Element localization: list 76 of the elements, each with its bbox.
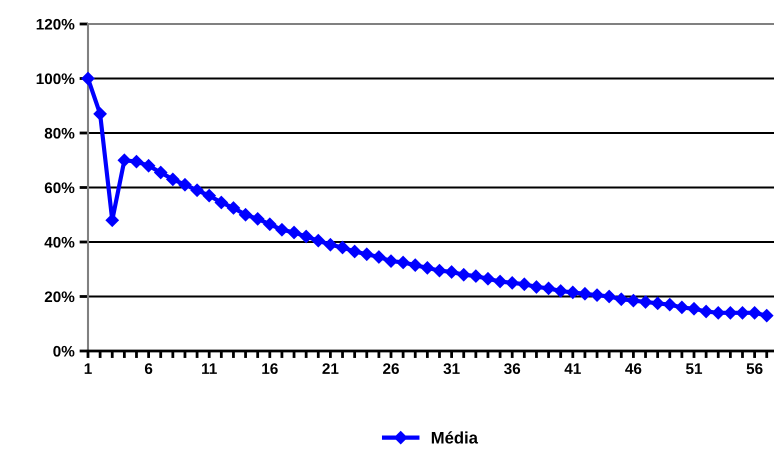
- y-tick-label: 60%: [44, 182, 74, 194]
- point: [675, 300, 688, 314]
- point: [130, 155, 144, 168]
- point: [614, 292, 628, 306]
- point: [736, 306, 750, 320]
- x-tick-label: 56: [746, 363, 763, 374]
- point: [602, 290, 616, 304]
- point: [396, 256, 410, 270]
- point: [154, 166, 168, 180]
- x-tick-label: 11: [202, 363, 217, 374]
- point: [214, 196, 228, 210]
- point: [178, 178, 192, 192]
- point: [238, 208, 252, 222]
- x-tick-label: 51: [686, 363, 702, 374]
- point: [312, 234, 325, 248]
- point: [712, 306, 725, 320]
- point: [445, 265, 458, 279]
- point: [142, 159, 156, 172]
- x-tick-label: 36: [504, 363, 520, 374]
- point: [651, 296, 664, 310]
- point: [663, 298, 676, 312]
- x-tick-label: 21: [322, 363, 338, 374]
- point: [481, 272, 495, 286]
- x-tick-label: 6: [144, 363, 152, 374]
- point: [554, 284, 568, 298]
- y-tick-label: 100%: [36, 73, 74, 84]
- point: [724, 306, 737, 320]
- x-tick-label: 1: [84, 363, 92, 374]
- point: [590, 288, 604, 302]
- x-tick-label: 46: [625, 363, 642, 374]
- point: [118, 154, 131, 167]
- point: [626, 294, 640, 308]
- point: [687, 302, 701, 316]
- point: [578, 287, 592, 300]
- point: [408, 258, 422, 272]
- legend-label: Média: [432, 431, 478, 444]
- point: [300, 230, 313, 244]
- point: [226, 201, 240, 215]
- point: [384, 254, 398, 268]
- point: [542, 282, 556, 295]
- point: [202, 189, 216, 202]
- x-tick-label: 16: [262, 363, 278, 374]
- point: [275, 223, 289, 236]
- point: [748, 306, 762, 320]
- point: [106, 214, 119, 227]
- y-tick-label: 120%: [36, 18, 74, 30]
- point: [324, 238, 337, 252]
- point: [638, 295, 652, 309]
- y-tick-label: 0%: [53, 346, 74, 357]
- point: [287, 226, 301, 240]
- point: [372, 250, 386, 264]
- point: [469, 269, 482, 283]
- point: [432, 264, 446, 278]
- y-tick-label: 80%: [44, 128, 74, 139]
- point: [190, 184, 204, 197]
- point: [263, 218, 276, 231]
- x-tick-label: 26: [383, 363, 399, 374]
- point: [348, 244, 362, 258]
- point: [420, 261, 434, 274]
- point: [166, 172, 180, 186]
- point: [566, 286, 580, 299]
- point: [760, 308, 774, 322]
- y-tick-label: 40%: [44, 236, 74, 248]
- point: [506, 276, 519, 290]
- point: [336, 240, 350, 254]
- point: [493, 274, 507, 288]
- y-tick-label: 20%: [44, 291, 74, 302]
- point: [518, 278, 531, 291]
- point: [251, 212, 264, 226]
- point: [530, 280, 544, 294]
- x-tick-label: 31: [443, 363, 460, 374]
- point: [457, 268, 470, 282]
- point: [700, 304, 713, 318]
- point: [360, 248, 374, 261]
- x-tick-label: 41: [564, 363, 581, 374]
- point: [94, 107, 107, 121]
